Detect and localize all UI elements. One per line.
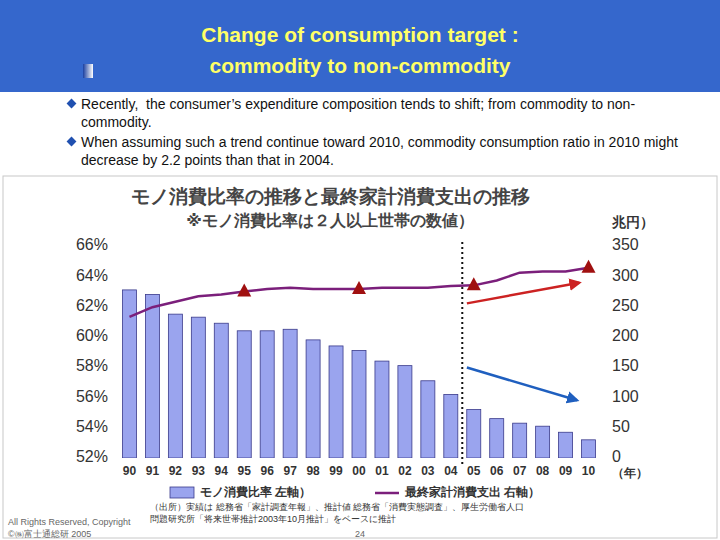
source-note: 問題研究所「将来世帯推計2003年10月推計」をベースに推計 (150, 514, 396, 524)
y2-tick-label: 350 (612, 236, 639, 253)
slide: モノ消費比率の推移と最終家計消費支出の推移 ※モノ消費比率は２人以上世帯の数値） 兆… (0, 0, 720, 540)
page-number: 24 (355, 529, 365, 539)
x-tick-label: 95 (238, 464, 252, 478)
y2-tick-label: 100 (612, 388, 639, 405)
source-note: （出所）実績は 総務省「家計調査年報」、推計値 総務省「消費実態調査」、厚生労働… (150, 502, 524, 512)
x-axis-label: （年） (612, 466, 648, 480)
bar (283, 329, 297, 458)
bar (329, 346, 343, 458)
bullet-marker (67, 99, 77, 109)
header-icon-shape (83, 64, 93, 78)
x-tick-label: 00 (352, 464, 366, 478)
x-tick-label: 05 (467, 464, 481, 478)
y2-tick-label: 300 (612, 267, 639, 284)
trend-arrow (467, 283, 579, 304)
chart-title: モノ消費比率の推移と最終家計消費支出の推移 (131, 186, 530, 207)
bar (536, 426, 550, 458)
x-tick-label: 99 (329, 464, 343, 478)
y-tick-label: 62% (76, 297, 108, 314)
bullet-item: Recently, the consumer’s expenditure com… (66, 95, 706, 131)
x-tick-label: 98 (306, 464, 320, 478)
y2-tick-label: 50 (612, 418, 630, 435)
bar (145, 294, 159, 458)
y-tick-label: 52% (76, 448, 108, 465)
bar (191, 317, 205, 458)
x-tick-label: 04 (444, 464, 458, 478)
trend-arrow (467, 368, 577, 401)
chart-subtitle: ※モノ消費比率は２人以上世帯の数値） (186, 211, 474, 230)
y2-tick-label: 150 (612, 357, 639, 374)
y-tick-label: 56% (76, 388, 108, 405)
bullet-text: Recently, the consumer’s expenditure com… (81, 95, 681, 131)
y-tick-label: 58% (76, 357, 108, 374)
x-tick-label: 91 (146, 464, 160, 478)
x-tick-label: 93 (192, 464, 206, 478)
legend-label: 最終家計消費支出 右軸） (404, 485, 540, 499)
bar (398, 366, 412, 458)
bar (513, 423, 527, 458)
header-band: Change of consumption target : commodity … (0, 0, 720, 92)
x-tick-label: 08 (536, 464, 550, 478)
y2-tick-label: 250 (612, 297, 639, 314)
bar (421, 381, 435, 458)
y2-axis-label: 兆円） (611, 214, 654, 230)
bar (214, 323, 228, 458)
x-tick-label: 10 (582, 464, 596, 478)
bar (444, 394, 458, 458)
bar (467, 410, 481, 458)
bullet-item: When assuming such a trend continue towa… (66, 133, 706, 169)
bar (352, 350, 366, 458)
bar (582, 440, 596, 458)
x-tick-label: 94 (215, 464, 229, 478)
chart-frame (3, 176, 717, 538)
x-tick-label: 92 (169, 464, 183, 478)
legend-swatch (375, 492, 399, 495)
x-tick-label: 03 (421, 464, 435, 478)
slide-title: Change of consumption target : (0, 22, 720, 48)
triangle-marker (582, 260, 596, 273)
triangle-marker (237, 283, 251, 296)
x-tick-label: 02 (398, 464, 412, 478)
bullet-text: When assuming such a trend continue towa… (81, 133, 681, 169)
bar (306, 340, 320, 458)
y2-tick-label: 200 (612, 327, 639, 344)
x-tick-label: 96 (261, 464, 275, 478)
slide-title: commodity to non-commodity (0, 53, 720, 79)
x-tick-label: 06 (490, 464, 504, 478)
triangle-marker (467, 277, 481, 290)
line (129, 268, 588, 317)
header-icon (80, 62, 100, 82)
y-tick-label: 60% (76, 327, 108, 344)
footer-text: ©㈱富士通総研 2005 (8, 529, 91, 539)
bar (375, 361, 389, 458)
x-tick-label: 90 (123, 464, 137, 478)
y-tick-label: 64% (76, 267, 108, 284)
x-tick-label: 01 (375, 464, 389, 478)
bar (559, 432, 573, 458)
bar (490, 419, 504, 458)
x-tick-label: 09 (559, 464, 573, 478)
footer-text: All Rights Reserved, Copyright (8, 517, 131, 527)
y2-tick-label: 0 (612, 448, 621, 465)
legend-label: モノ消費比率 左軸） (200, 485, 311, 499)
bar (260, 331, 274, 458)
x-tick-label: 97 (283, 464, 297, 478)
bar (168, 314, 182, 458)
bar (237, 331, 251, 458)
y-tick-label: 66% (76, 236, 108, 253)
x-tick-label: 07 (513, 464, 527, 478)
triangle-marker (352, 281, 366, 294)
legend-swatch (170, 487, 194, 498)
divider-line (461, 242, 463, 466)
plot-area (122, 260, 595, 458)
bullet-marker (67, 137, 77, 147)
y-tick-label: 54% (76, 418, 108, 435)
